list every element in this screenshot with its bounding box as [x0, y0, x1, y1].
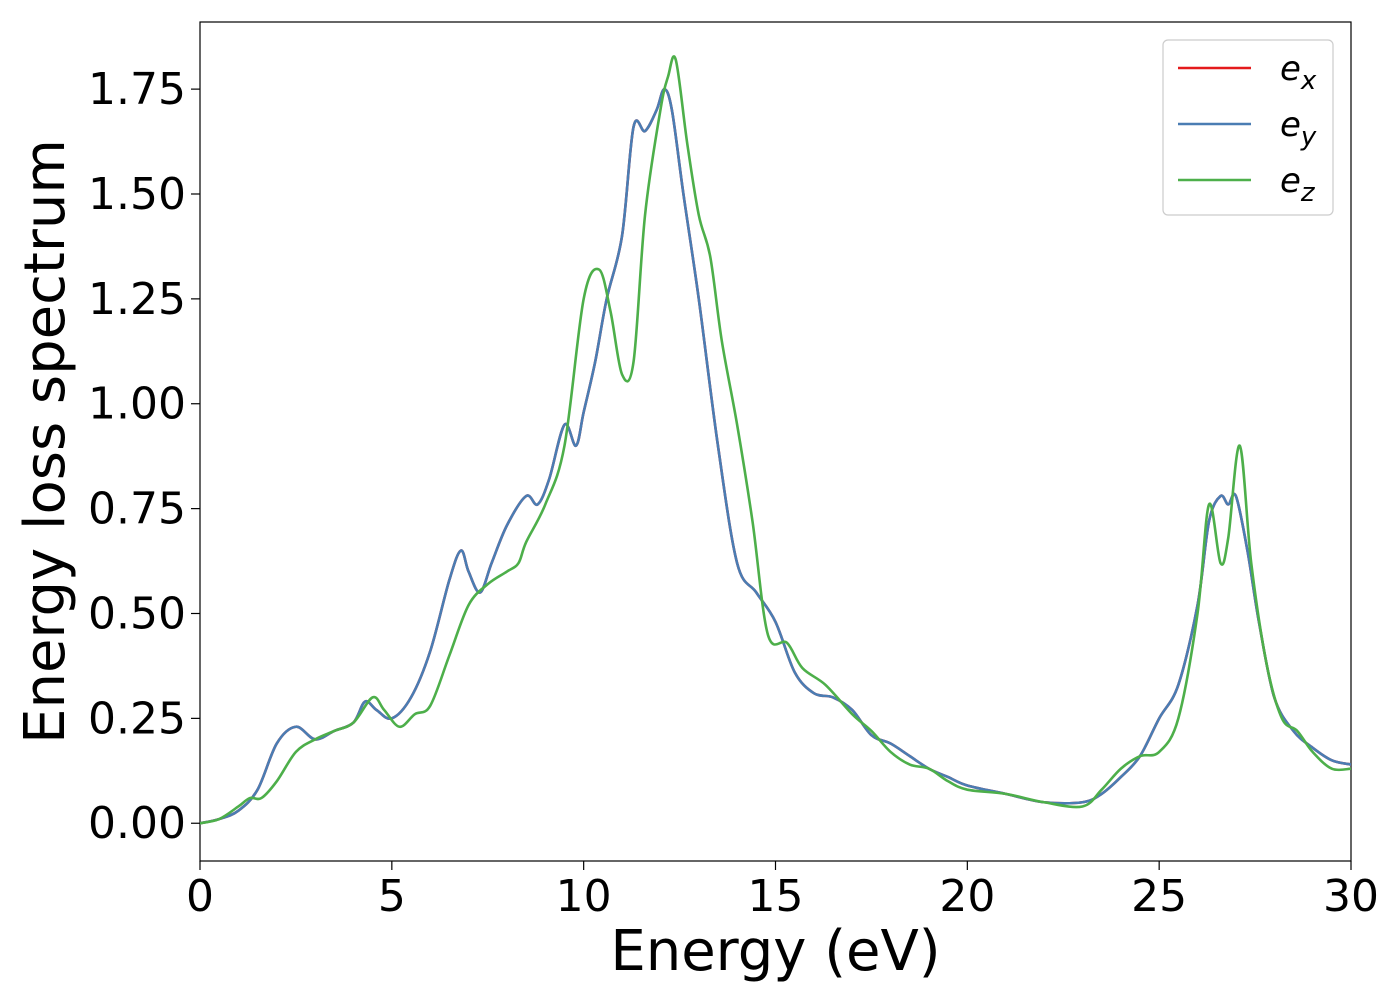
y-axis-title: Energy loss spectrum: [13, 139, 78, 744]
y-tick-label: 1.00: [88, 379, 186, 430]
series-line-y: [200, 87, 1351, 825]
y-axis: 0.00 0.25 0.50 0.75 1.00 1.25 1.50 1.75: [88, 64, 200, 849]
x-tick-label: 30: [1323, 871, 1379, 922]
y-tick-label: 0.25: [88, 693, 186, 744]
y-tick-label: 0.00: [88, 798, 186, 849]
x-tick-label: 0: [186, 871, 214, 922]
y-tick-label: 1.75: [88, 64, 186, 115]
y-tick-label: 0.75: [88, 484, 186, 535]
legend-box: [1162, 39, 1334, 216]
x-axis: 0 5 10 15 20 25 30: [186, 861, 1379, 922]
series-layer: [200, 55, 1351, 825]
series-line-z: [200, 55, 1351, 825]
x-tick-label: 15: [748, 871, 804, 922]
plot-area: [199, 21, 1352, 862]
x-axis-title: Energy (eV): [610, 919, 940, 984]
x-tick-label: 25: [1131, 871, 1187, 922]
y-tick-label: 0.50: [88, 588, 186, 639]
y-tick-label: 1.50: [88, 169, 186, 220]
x-tick-label: 20: [939, 871, 995, 922]
legend-label: ey: [1280, 105, 1317, 152]
y-tick-label: 1.25: [88, 274, 186, 325]
legend-item-y: ey: [1178, 105, 1317, 152]
x-tick-label: 5: [378, 871, 406, 922]
x-tick-label: 10: [556, 871, 612, 922]
